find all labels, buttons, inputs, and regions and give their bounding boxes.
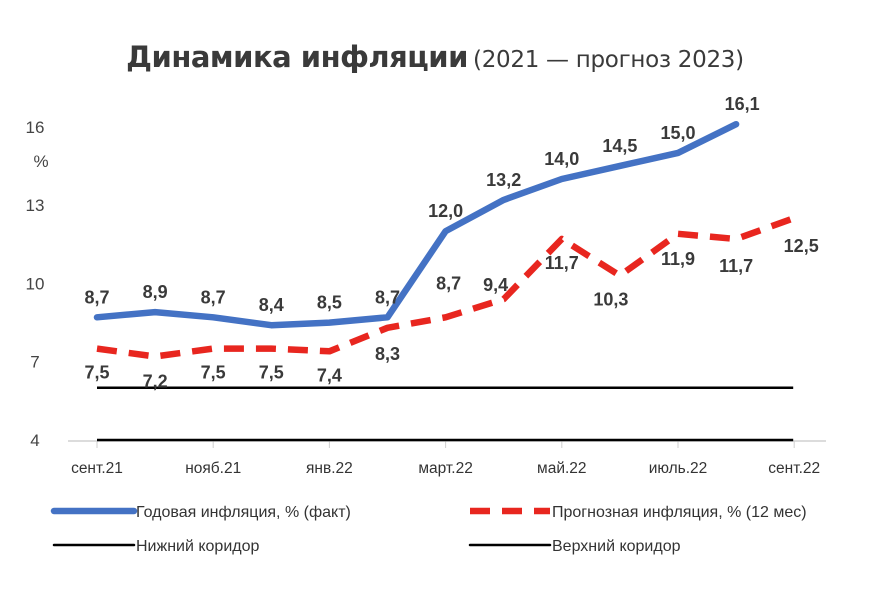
forecast-data-label: 7,4	[317, 365, 342, 385]
forecast-point	[443, 314, 449, 320]
forecast-data-label: 11,9	[661, 249, 695, 269]
legend-upper-corridor: Верхний коридор	[468, 538, 681, 555]
legend-label: Прогнозная инфляция, % (12 мес)	[552, 504, 807, 521]
series-layer	[93, 120, 797, 442]
forecast-data-label: 11,7	[719, 256, 753, 276]
x-tick-label: июль.22	[649, 460, 708, 477]
forecast-point	[501, 296, 507, 302]
x-tick-label: янв.22	[306, 460, 353, 477]
forecast-point	[94, 346, 100, 352]
forecast-point	[152, 353, 158, 359]
y-axis-unit: %	[33, 152, 48, 171]
x-tick-label: нояб.21	[185, 460, 241, 477]
actual-point	[501, 197, 507, 203]
forecast-point	[559, 236, 565, 242]
forecast-point	[791, 215, 797, 221]
forecast-data-label: 7,2	[143, 371, 168, 391]
actual-data-label: 13,2	[486, 170, 521, 190]
y-tick-label: 10	[26, 274, 45, 293]
actual-point	[210, 314, 216, 320]
forecast-data-label: 9,4	[483, 275, 508, 295]
legend-label: Верхний коридор	[552, 538, 681, 555]
forecast-data-label: 11,7	[545, 253, 579, 273]
actual-point	[326, 320, 332, 326]
forecast-data-label: 12,5	[784, 236, 819, 256]
y-tick-label: 16	[26, 118, 45, 137]
x-tick-label: март.22	[418, 460, 473, 477]
actual-data-label: 8,7	[375, 287, 400, 307]
forecast-data-label: 8,3	[375, 344, 400, 364]
y-tick-label: 4	[30, 431, 39, 450]
chart-title-main: Динамика инфляции	[126, 40, 468, 74]
forecast-data-label: 10,3	[593, 290, 628, 310]
actual-data-label: 14,0	[544, 149, 579, 169]
actual-data-label: 16,1	[725, 94, 760, 114]
forecast-point	[385, 325, 391, 331]
legend-lower-corridor: Нижний коридор	[52, 538, 260, 555]
actual-data-label: 8,9	[143, 282, 168, 302]
data-labels: 8,7 8,9 8,7 8,4 8,5 8,7 12,0 13,2 14,0 14,5 15,0 16…	[84, 94, 818, 391]
forecast-point	[733, 236, 739, 242]
actual-point	[385, 314, 391, 320]
actual-data-label: 8,7	[84, 287, 109, 307]
forecast-inflation-line	[96, 215, 796, 360]
legend-actual: Годовая инфляция, % (факт)	[50, 504, 351, 521]
x-axis: сент.21 нояб.21 янв.22 март.22 май.22 июль.22…	[68, 440, 826, 477]
legend-forecast: Прогнозная инфляция, % (12 мес)	[470, 504, 807, 521]
y-tick-label: 13	[26, 196, 45, 215]
forecast-point	[675, 231, 681, 237]
actual-data-label: 8,5	[317, 293, 342, 313]
actual-data-label: 15,0	[660, 123, 695, 143]
x-tick-label: сент.21	[71, 460, 123, 477]
x-tick-label: сент.22	[768, 460, 820, 477]
y-axis: 4 7 10 13 16%	[26, 118, 49, 450]
forecast-point	[210, 346, 216, 352]
forecast-point	[268, 346, 274, 352]
forecast-data-label: 7,5	[84, 363, 109, 383]
actual-point	[152, 309, 158, 315]
forecast-data-label: 8,7	[436, 273, 461, 293]
chart-title: Динамика инфляции (2021 — прогноз 2023)	[0, 40, 870, 74]
actual-point	[675, 150, 681, 156]
chart-subtitle: (2021 — прогноз 2023)	[473, 47, 744, 73]
actual-data-label: 12,0	[428, 201, 463, 221]
actual-point	[559, 176, 565, 182]
actual-inflation-line	[93, 120, 740, 329]
actual-point	[443, 228, 449, 234]
actual-data-label: 8,4	[259, 295, 284, 315]
forecast-point	[617, 273, 623, 279]
forecast-data-label: 7,5	[201, 363, 226, 383]
actual-point	[617, 163, 623, 169]
legend-label: Годовая инфляция, % (факт)	[136, 504, 351, 521]
actual-point	[268, 322, 274, 328]
actual-point	[94, 314, 100, 320]
forecast-point	[326, 348, 332, 354]
x-tick-label: май.22	[537, 460, 586, 477]
legend: Годовая инфляция, % (факт) Прогнозная инф…	[50, 504, 807, 555]
legend-label: Нижний коридор	[136, 538, 260, 555]
y-tick-label: 7	[30, 353, 39, 372]
forecast-data-label: 7,5	[259, 363, 284, 383]
actual-data-label: 8,7	[201, 287, 226, 307]
actual-data-label: 14,5	[602, 136, 637, 156]
actual-point	[733, 121, 739, 127]
